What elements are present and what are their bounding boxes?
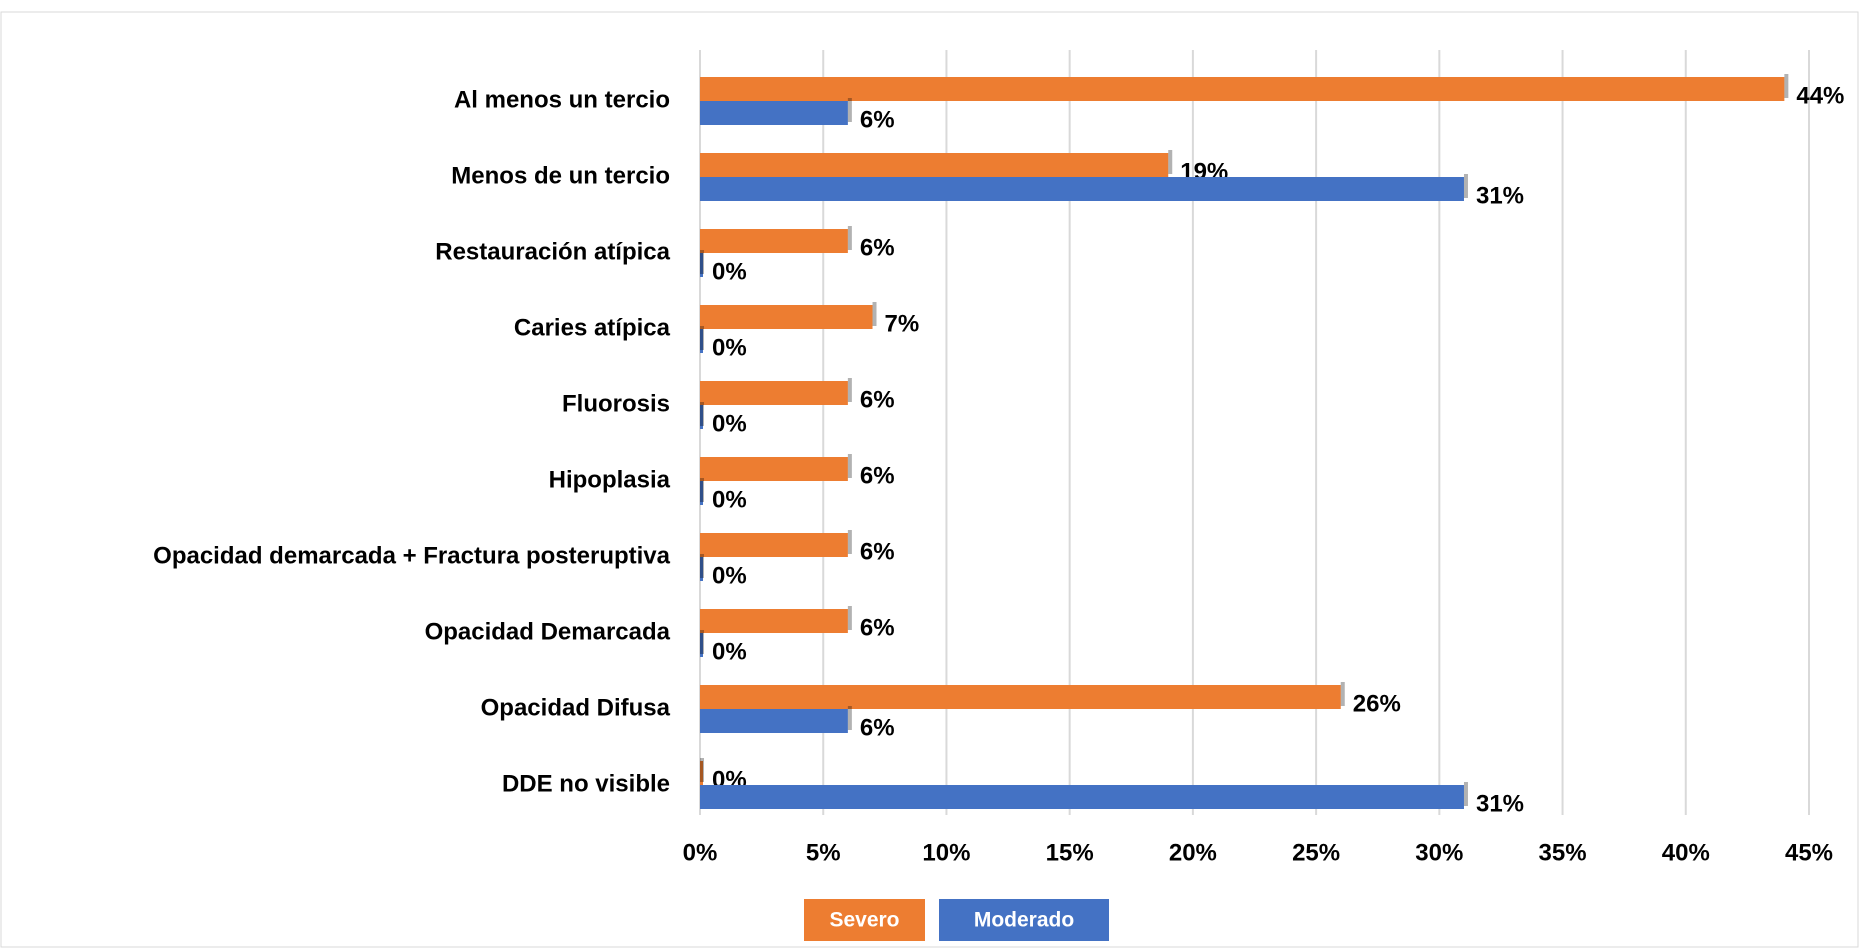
x-tick-label: 20%	[1169, 839, 1217, 866]
x-tick-label: 5%	[806, 839, 841, 866]
data-label: 0%	[712, 638, 747, 665]
bar-edge	[1340, 682, 1345, 706]
bar-edge	[700, 554, 704, 578]
bar	[700, 153, 1169, 177]
bar	[700, 253, 703, 277]
bar-edge	[1463, 174, 1468, 198]
bar	[700, 709, 848, 733]
x-tick-label: 15%	[1046, 839, 1094, 866]
legend-label: Moderado	[974, 909, 1074, 932]
bar	[700, 329, 703, 353]
bar-edge	[847, 454, 852, 478]
y-tick-label: Fluorosis	[562, 390, 670, 417]
bar	[700, 609, 848, 633]
data-label: 0%	[712, 410, 747, 437]
legend-swatch	[804, 899, 925, 941]
bar	[700, 229, 848, 253]
x-tick-label: 10%	[922, 839, 970, 866]
data-label: 7%	[885, 310, 920, 337]
bar-edge	[1463, 782, 1468, 806]
bar-edge	[700, 758, 704, 782]
bar-edge	[700, 630, 704, 654]
bar	[700, 305, 873, 329]
bar-edge	[1784, 74, 1789, 98]
data-label: 6%	[860, 462, 895, 489]
x-tick-label: 40%	[1662, 839, 1710, 866]
y-tick-label: DDE no visible	[502, 770, 670, 797]
bar	[700, 77, 1785, 101]
bar	[700, 533, 848, 557]
y-tick-label: Caries atípica	[514, 314, 671, 341]
bar-edge	[700, 326, 704, 350]
data-label: 31%	[1476, 790, 1524, 817]
bar-edge	[847, 606, 852, 630]
data-label: 6%	[860, 614, 895, 641]
bar-edge	[847, 226, 852, 250]
data-label: 0%	[712, 334, 747, 361]
bar-edge	[847, 706, 852, 730]
bar-edge	[872, 302, 877, 326]
data-label: 0%	[712, 486, 747, 513]
bar	[700, 633, 703, 657]
data-label: 0%	[712, 562, 747, 589]
y-tick-label: Opacidad Difusa	[481, 694, 671, 721]
x-tick-label: 25%	[1292, 839, 1340, 866]
bar-edge	[847, 530, 852, 554]
data-label: 6%	[860, 234, 895, 261]
bar	[700, 785, 1464, 809]
bar	[700, 761, 703, 785]
bar	[700, 457, 848, 481]
data-label: 0%	[712, 258, 747, 285]
y-tick-label: Opacidad demarcada + Fractura posterupti…	[153, 542, 670, 569]
data-label: 6%	[860, 386, 895, 413]
bar-edge	[847, 98, 852, 122]
y-tick-label: Hipoplasia	[549, 466, 671, 493]
x-tick-label: 35%	[1539, 839, 1587, 866]
bar	[700, 685, 1341, 709]
bar-edge	[700, 402, 704, 426]
bar-edge	[1168, 150, 1173, 174]
data-label: 44%	[1796, 82, 1844, 109]
bar-edge	[847, 378, 852, 402]
bar	[700, 177, 1464, 201]
bar	[700, 381, 848, 405]
bar	[700, 557, 703, 581]
data-label: 26%	[1353, 690, 1401, 717]
data-label: 6%	[860, 538, 895, 565]
legend-label: Severo	[829, 909, 899, 932]
x-tick-label: 0%	[683, 839, 718, 866]
data-label: 31%	[1476, 182, 1524, 209]
data-label: 6%	[860, 714, 895, 741]
y-tick-label: Opacidad Demarcada	[425, 618, 671, 645]
x-tick-label: 30%	[1415, 839, 1463, 866]
data-label: 6%	[860, 106, 895, 133]
bar-edge	[700, 478, 704, 502]
y-tick-label: Restauración atípica	[435, 238, 670, 265]
y-tick-label: Menos de un tercio	[451, 162, 670, 189]
legend-swatch	[939, 899, 1109, 941]
bar	[700, 101, 848, 125]
bar-edge	[700, 250, 704, 274]
x-tick-label: 45%	[1785, 839, 1833, 866]
y-tick-label: Al menos un tercio	[454, 86, 670, 113]
bar	[700, 405, 703, 429]
bar	[700, 481, 703, 505]
